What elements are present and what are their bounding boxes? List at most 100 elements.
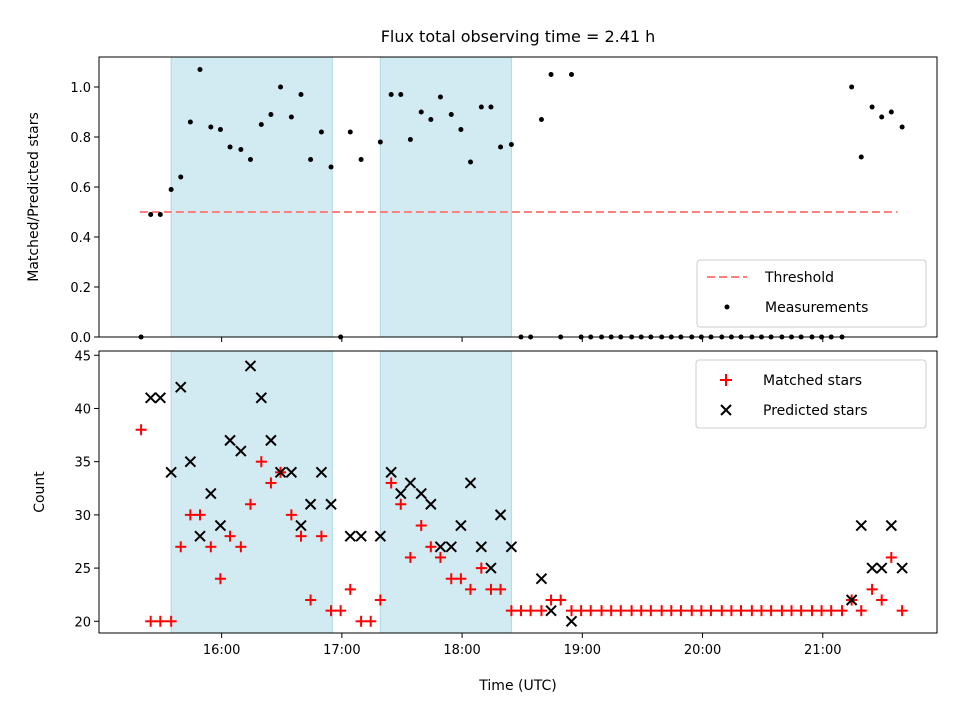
measurement-point bbox=[148, 212, 154, 217]
predicted-star-point bbox=[385, 466, 397, 479]
x-tick-label: 17:00 bbox=[323, 643, 360, 658]
measurement-point bbox=[869, 104, 875, 110]
predicted-star-point bbox=[505, 541, 518, 553]
matched-star-point bbox=[615, 605, 627, 617]
predicted-star-point bbox=[475, 541, 488, 553]
measurement-point bbox=[208, 124, 214, 130]
bottom-plot-area bbox=[135, 360, 908, 628]
matched-star-point bbox=[855, 605, 867, 617]
predicted-star-point bbox=[344, 530, 356, 542]
matched-star-point bbox=[585, 605, 597, 617]
legend-matched-swatch bbox=[720, 374, 732, 386]
measurement-point bbox=[278, 84, 284, 90]
x-stroke bbox=[175, 381, 187, 393]
bottom-y-tick-label: 20 bbox=[74, 615, 91, 630]
matched-star-point bbox=[285, 509, 297, 521]
matched-star-point bbox=[325, 605, 337, 617]
predicted-star-point bbox=[265, 434, 277, 447]
x-stroke bbox=[315, 466, 328, 479]
predicted-star-point bbox=[144, 392, 157, 404]
matched-star-point bbox=[786, 605, 798, 617]
measurement-point bbox=[247, 157, 253, 162]
matched-star-point bbox=[374, 594, 386, 606]
measurement-point bbox=[888, 109, 894, 115]
bottom-y-tick-label: 40 bbox=[74, 402, 91, 417]
predicted-star-point bbox=[374, 530, 387, 542]
matched-star-point bbox=[735, 605, 747, 617]
matched-star-point bbox=[866, 583, 878, 595]
x-stroke bbox=[154, 392, 167, 404]
x-stroke bbox=[184, 455, 197, 468]
measurement-point bbox=[288, 114, 294, 120]
x-tick-label: 16:00 bbox=[203, 643, 240, 658]
matched-star-point bbox=[675, 605, 687, 617]
top-y-tick-label: 0.0 bbox=[70, 331, 91, 346]
x-stroke bbox=[325, 498, 337, 510]
matched-star-point bbox=[555, 594, 567, 606]
measurement-point bbox=[458, 127, 464, 132]
matched-star-point bbox=[545, 594, 557, 606]
predicted-star-point bbox=[315, 466, 328, 479]
matched-star-point bbox=[566, 605, 578, 617]
legend-measurements-label: Measurements bbox=[765, 300, 868, 316]
matched-star-point bbox=[596, 605, 608, 617]
top-legend: Threshold Measurements bbox=[696, 259, 927, 328]
top-legend-box bbox=[696, 259, 927, 328]
measurement-point bbox=[498, 144, 504, 150]
x-stroke bbox=[144, 392, 157, 404]
x-stroke bbox=[415, 487, 427, 500]
matched-star-point bbox=[404, 551, 416, 563]
matched-star-point bbox=[214, 573, 226, 585]
x-stroke bbox=[214, 519, 227, 532]
matched-star-point bbox=[605, 605, 617, 617]
measurement-point bbox=[858, 154, 864, 160]
measurement-point bbox=[548, 72, 554, 77]
matched-star-point bbox=[505, 605, 517, 617]
matched-star-point bbox=[235, 541, 247, 553]
x-stroke bbox=[224, 434, 236, 447]
x-stroke bbox=[374, 530, 387, 542]
x-stroke bbox=[425, 498, 437, 510]
matched-star-point bbox=[165, 615, 177, 627]
measurement-point bbox=[879, 114, 885, 120]
matched-star-point bbox=[485, 583, 497, 595]
predicted-star-point bbox=[285, 466, 298, 479]
measurement-point bbox=[217, 127, 223, 132]
measurement-point bbox=[899, 124, 905, 130]
predicted-star-point bbox=[875, 562, 888, 574]
bottom-axes-frame bbox=[98, 350, 938, 634]
matched-star-point bbox=[475, 562, 487, 574]
bottom-y-tick-label: 35 bbox=[74, 456, 91, 471]
matched-star-point bbox=[575, 605, 587, 617]
x-stroke bbox=[255, 392, 268, 404]
matched-star-point bbox=[816, 605, 828, 617]
predicted-star-point bbox=[464, 477, 477, 489]
measurement-point bbox=[268, 112, 274, 117]
matched-star-point bbox=[825, 605, 837, 617]
bottom-panel: 16:00 17:00 18:00 19:00 20:00 21:00 20 25 30 35 40… bbox=[32, 349, 938, 694]
legend-threshold-label: Threshold bbox=[764, 270, 834, 286]
predicted-star-point bbox=[255, 392, 268, 404]
predicted-star-point bbox=[274, 466, 287, 479]
x-stroke bbox=[565, 615, 578, 628]
x-stroke bbox=[395, 487, 407, 500]
matched-star-point bbox=[224, 530, 236, 542]
predicted-star-point bbox=[235, 445, 247, 457]
measurement-point bbox=[437, 94, 443, 100]
x-stroke bbox=[235, 445, 247, 457]
measurement-point bbox=[308, 157, 314, 162]
matched-star-point bbox=[755, 605, 767, 617]
x-stroke bbox=[445, 541, 457, 553]
matched-star-point bbox=[194, 509, 206, 521]
measurement-point bbox=[347, 129, 353, 135]
top-shaded-interval-2 bbox=[379, 56, 512, 338]
x-stroke bbox=[434, 541, 447, 553]
top-y-tick-label: 1.0 bbox=[70, 81, 91, 96]
matched-star-point bbox=[665, 605, 677, 617]
matched-star-point bbox=[344, 583, 356, 595]
measurement-point bbox=[407, 137, 413, 142]
matched-star-point bbox=[635, 605, 647, 617]
top-y-axis-label: Matched/Predicted stars bbox=[26, 112, 42, 282]
predicted-star-point bbox=[885, 519, 898, 532]
measurement-point bbox=[468, 159, 474, 165]
